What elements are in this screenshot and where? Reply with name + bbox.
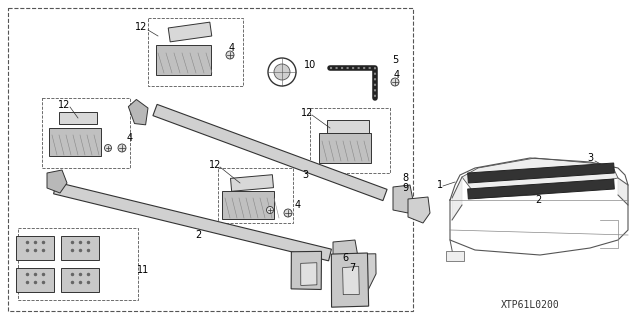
Bar (310, 108, 390, 173)
Polygon shape (333, 240, 358, 274)
Text: 1: 1 (437, 180, 443, 190)
Polygon shape (301, 263, 317, 286)
Bar (148, 18, 243, 86)
Circle shape (226, 51, 234, 59)
Text: 12: 12 (58, 100, 70, 110)
Text: 12: 12 (301, 108, 313, 118)
Circle shape (266, 206, 273, 213)
Text: 4: 4 (295, 200, 301, 210)
Circle shape (284, 209, 292, 217)
Text: 8: 8 (402, 173, 408, 183)
Circle shape (104, 145, 111, 152)
Text: 4: 4 (229, 43, 235, 53)
Polygon shape (59, 112, 97, 124)
Text: 11: 11 (137, 265, 149, 275)
Text: 4: 4 (394, 70, 400, 80)
Polygon shape (222, 191, 274, 219)
Polygon shape (16, 236, 54, 260)
Polygon shape (153, 104, 387, 201)
Text: 6: 6 (342, 253, 348, 263)
Polygon shape (319, 133, 371, 163)
Text: 12: 12 (135, 22, 147, 32)
Text: 7: 7 (349, 263, 355, 273)
Bar (18, 228, 138, 300)
Polygon shape (230, 175, 273, 191)
Text: 5: 5 (392, 55, 398, 65)
Text: 12: 12 (209, 160, 221, 170)
Polygon shape (49, 128, 101, 156)
Polygon shape (327, 120, 369, 132)
Polygon shape (156, 45, 211, 75)
Bar (8, 8, 413, 311)
Polygon shape (446, 251, 464, 261)
Circle shape (118, 144, 126, 152)
Polygon shape (129, 100, 148, 125)
Polygon shape (462, 158, 618, 198)
Polygon shape (47, 170, 67, 193)
Text: 10: 10 (304, 60, 316, 70)
Circle shape (274, 64, 290, 80)
Polygon shape (16, 268, 54, 292)
Polygon shape (61, 236, 99, 260)
Polygon shape (61, 268, 99, 292)
Polygon shape (54, 182, 332, 261)
Circle shape (391, 78, 399, 86)
Polygon shape (291, 251, 321, 290)
Polygon shape (332, 253, 369, 307)
Polygon shape (468, 179, 614, 199)
Polygon shape (168, 22, 212, 42)
Text: 3: 3 (587, 153, 593, 163)
Text: 3: 3 (302, 170, 308, 180)
Polygon shape (393, 185, 413, 213)
Polygon shape (452, 177, 462, 220)
Text: 4: 4 (127, 133, 133, 143)
Polygon shape (408, 197, 430, 223)
Polygon shape (468, 163, 614, 183)
Text: 9: 9 (402, 183, 408, 193)
Text: 2: 2 (195, 230, 201, 240)
Bar (218, 168, 293, 223)
Text: 2: 2 (535, 195, 541, 205)
Polygon shape (618, 178, 628, 205)
Polygon shape (353, 254, 376, 291)
Polygon shape (342, 266, 359, 295)
Text: XTP61L0200: XTP61L0200 (500, 300, 559, 310)
Bar (42, 98, 130, 168)
